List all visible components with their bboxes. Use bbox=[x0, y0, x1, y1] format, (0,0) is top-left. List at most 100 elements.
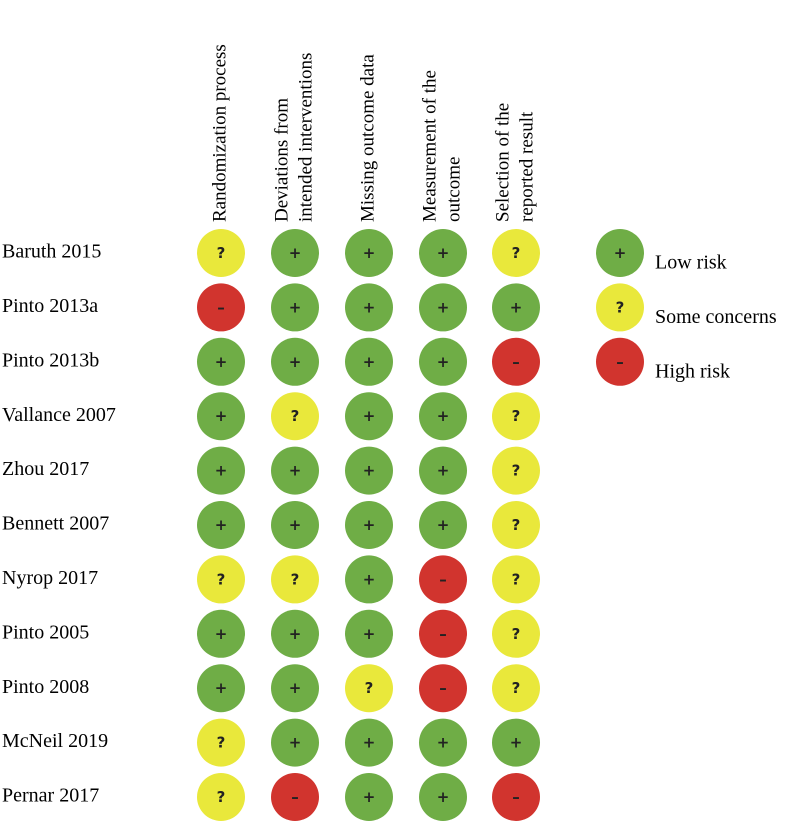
judgment-circle bbox=[271, 392, 319, 441]
judgment-circle bbox=[197, 337, 245, 386]
judgment-circle bbox=[197, 283, 245, 332]
judgment-circle bbox=[419, 664, 467, 713]
judgment-symbol: + bbox=[289, 625, 302, 643]
judgment-symbol: + bbox=[363, 570, 376, 588]
domain-header: intended interventions bbox=[295, 53, 316, 222]
judgment-symbol: + bbox=[363, 516, 376, 534]
judgment-symbol: + bbox=[363, 244, 376, 262]
judgment-symbol: – bbox=[439, 625, 447, 643]
judgment-symbol: – bbox=[439, 570, 447, 588]
judgment-circle bbox=[492, 773, 540, 821]
judgment-symbol: + bbox=[289, 244, 302, 262]
judgment-symbol: – bbox=[439, 679, 447, 697]
judgment-circle bbox=[419, 229, 467, 277]
judgment-symbol: ? bbox=[512, 407, 521, 425]
study-name: Pinto 2005 bbox=[2, 621, 89, 643]
judgment-circle bbox=[345, 609, 393, 658]
domain-header: outcome bbox=[443, 157, 464, 222]
judgment-circle bbox=[271, 773, 319, 821]
judgment-circle bbox=[492, 283, 540, 332]
judgment-symbol: + bbox=[215, 407, 228, 425]
judgment-symbol: ? bbox=[217, 734, 226, 752]
judgment-symbol: + bbox=[363, 298, 376, 316]
judgment-symbol: + bbox=[215, 516, 228, 534]
judgment-symbol: + bbox=[289, 462, 302, 480]
judgment-symbol: ? bbox=[217, 788, 226, 806]
judgment-symbol: + bbox=[363, 625, 376, 643]
judgment-circle bbox=[345, 555, 393, 604]
study-name: Pinto 2008 bbox=[2, 676, 89, 698]
judgment-circle bbox=[419, 283, 467, 332]
judgment-symbol: + bbox=[437, 462, 450, 480]
judgment-symbol: ? bbox=[512, 516, 521, 534]
judgment-circle bbox=[492, 229, 540, 277]
judgment-symbol: – bbox=[512, 353, 520, 371]
judgment-symbol: + bbox=[510, 734, 523, 752]
judgment-circle bbox=[271, 229, 319, 277]
study-name: Nyrop 2017 bbox=[2, 567, 98, 589]
judgment-symbol: + bbox=[363, 353, 376, 371]
judgment-symbol: + bbox=[363, 407, 376, 425]
judgment-circle bbox=[419, 718, 467, 767]
judgment-symbol: ? bbox=[217, 570, 226, 588]
judgment-circle bbox=[345, 773, 393, 821]
judgment-circle bbox=[271, 664, 319, 713]
judgment-symbol: + bbox=[437, 734, 450, 752]
domain-header: Missing outcome data bbox=[357, 54, 378, 222]
judgment-symbol: + bbox=[289, 353, 302, 371]
judgment-circle bbox=[197, 555, 245, 604]
judgment-circle bbox=[197, 664, 245, 713]
judgment-circle bbox=[271, 718, 319, 767]
legend-circle bbox=[596, 337, 644, 386]
judgment-circle bbox=[345, 229, 393, 277]
judgment-circle bbox=[419, 773, 467, 821]
judgment-circle bbox=[492, 392, 540, 441]
judgment-symbol: ? bbox=[512, 570, 521, 588]
domain-header: reported result bbox=[516, 111, 537, 222]
judgment-symbol: + bbox=[363, 734, 376, 752]
legend-label: High risk bbox=[655, 360, 730, 382]
judgment-circle bbox=[345, 392, 393, 441]
judgment-circle bbox=[419, 609, 467, 658]
judgment-symbol: – bbox=[512, 788, 520, 806]
judgment-circle bbox=[419, 337, 467, 386]
domain-header: Deviations from bbox=[271, 98, 292, 222]
study-name: Pinto 2013a bbox=[2, 295, 98, 317]
judgment-symbol: + bbox=[437, 516, 450, 534]
judgment-symbol: + bbox=[437, 407, 450, 425]
judgment-circle bbox=[271, 555, 319, 604]
judgment-symbol: + bbox=[215, 679, 228, 697]
legend-symbol: + bbox=[614, 244, 627, 262]
judgment-symbol: + bbox=[510, 298, 523, 316]
judgment-symbol: + bbox=[289, 516, 302, 534]
judgment-circle bbox=[271, 446, 319, 495]
judgment-symbol: + bbox=[215, 462, 228, 480]
judgment-circle bbox=[345, 664, 393, 713]
judgment-symbol: ? bbox=[512, 679, 521, 697]
judgment-symbol: + bbox=[363, 788, 376, 806]
judgment-symbol: + bbox=[363, 462, 376, 480]
judgment-circle bbox=[271, 337, 319, 386]
judgment-circle bbox=[492, 718, 540, 767]
judgment-circle bbox=[492, 609, 540, 658]
judgment-circle bbox=[419, 392, 467, 441]
judgment-symbol: + bbox=[437, 788, 450, 806]
judgment-circle bbox=[271, 283, 319, 332]
judgment-symbol: + bbox=[289, 298, 302, 316]
judgment-circle bbox=[271, 501, 319, 549]
domain-header: Measurement of the bbox=[419, 70, 440, 222]
judgment-circle bbox=[345, 501, 393, 549]
judgment-symbol: – bbox=[291, 788, 299, 806]
legend-circle bbox=[596, 283, 644, 332]
judgment-circle bbox=[345, 446, 393, 495]
judgment-symbol: ? bbox=[291, 407, 300, 425]
judgment-circle bbox=[492, 337, 540, 386]
judgment-symbol: ? bbox=[512, 462, 521, 480]
study-name: McNeil 2019 bbox=[2, 730, 108, 752]
judgment-circle bbox=[345, 283, 393, 332]
legend-label: Some concerns bbox=[655, 306, 777, 328]
judgment-symbol: + bbox=[215, 353, 228, 371]
legend-label: Low risk bbox=[655, 252, 727, 274]
judgment-symbol: ? bbox=[217, 244, 226, 262]
